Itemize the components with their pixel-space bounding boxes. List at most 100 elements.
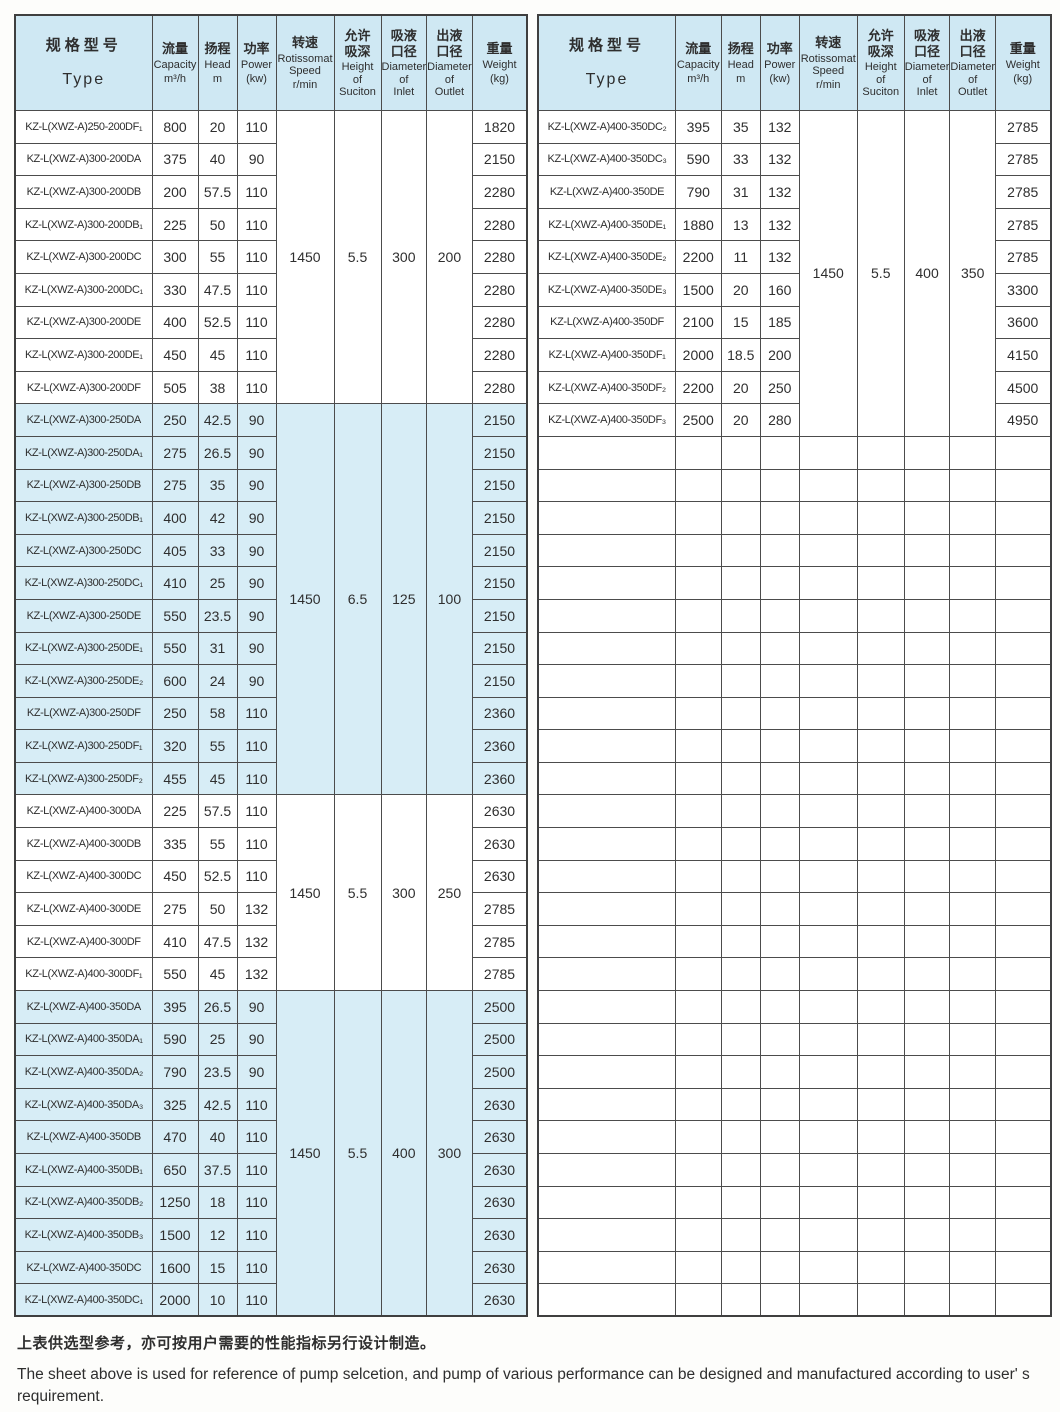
empty-cell (798, 664, 858, 698)
weight-cell: 3600 (995, 305, 1051, 340)
empty-cell (856, 1153, 905, 1187)
capacity-cell: 395 (674, 110, 722, 144)
type-cell: KZ-L(XWZ-A)300-250DB₁ (14, 501, 153, 535)
weight-cell: 2150 (471, 435, 528, 470)
weight-cell: 2150 (471, 533, 528, 568)
type-cell: KZ-L(XWZ-A)250-200DF₁ (14, 110, 153, 144)
table-row: KZ-L(XWZ-A)300-200DF 505 38 110 2280 (14, 370, 528, 405)
type-cell: KZ-L(XWZ-A)400-350DA₂ (14, 1055, 153, 1089)
column-header-power: 功率 Power (kw) (759, 14, 800, 111)
empty-cell (995, 631, 1051, 666)
type-cell: KZ-L(XWZ-A)400-350DC₃ (537, 142, 676, 177)
empty-cell (995, 924, 1051, 959)
empty-cell (759, 990, 800, 1024)
head-cell: 15 (197, 1250, 238, 1285)
empty-cell (759, 859, 800, 894)
empty-cell (798, 1022, 858, 1057)
weight-cell: 2280 (471, 370, 528, 405)
empty-cell (856, 729, 905, 763)
empty-cell (798, 761, 858, 796)
table-row: KZ-L(XWZ-A)400-350DB₁ 650 37.5 110 2630 (14, 1153, 528, 1187)
empty-cell (798, 957, 858, 992)
empty-cell (903, 1087, 951, 1122)
empty-cell (674, 631, 722, 666)
empty-cell (995, 892, 1051, 926)
capacity-cell: 505 (151, 370, 199, 405)
power-cell: 110 (236, 1250, 277, 1285)
power-cell: 132 (759, 240, 800, 274)
weight-cell: 2785 (471, 924, 528, 959)
empty-cell (674, 1120, 722, 1154)
column-header-weight: 重量 Weight (kg) (995, 14, 1051, 111)
empty-cell (537, 827, 676, 861)
head-cell: 31 (720, 175, 761, 209)
empty-cell (674, 1087, 722, 1122)
empty-cell (798, 696, 858, 731)
empty-cell (903, 533, 951, 568)
empty-cell (856, 1185, 905, 1220)
capacity-cell: 225 (151, 207, 199, 242)
head-cell: 25 (197, 1022, 238, 1057)
empty-cell (720, 957, 761, 992)
power-cell: 110 (236, 370, 277, 405)
weight-cell: 2150 (471, 566, 528, 600)
weight-cell: 2630 (471, 1087, 528, 1122)
empty-cell (759, 1153, 800, 1187)
pump-spec-table-right: 规格型号 Type 流量 Capacity m³/h 扬程 Head m 功率 Power (kw)… (537, 14, 1052, 1318)
suction-height-cell: 5.5 (333, 990, 382, 1317)
empty-cell (903, 566, 951, 600)
table-row: KZ-L(XWZ-A)400-350DA₁ 590 25 90 2500 (14, 1022, 528, 1057)
empty-cell (856, 1055, 905, 1089)
footer-note-chinese: 上表供选型参考，亦可按用户需要的性能指标另行设计制造。 (17, 1335, 436, 1352)
empty-cell (798, 468, 858, 503)
empty-cell (720, 1087, 761, 1122)
empty-cell (537, 957, 676, 992)
empty-cell (856, 924, 905, 959)
empty-cell (720, 533, 761, 568)
weight-cell: 2360 (471, 761, 528, 796)
empty-cell (949, 761, 996, 796)
capacity-cell: 550 (151, 598, 199, 633)
power-cell: 90 (236, 990, 277, 1024)
empty-row (537, 729, 1051, 763)
power-cell: 90 (236, 1022, 277, 1057)
power-cell: 110 (236, 1185, 277, 1220)
column-header-power: 功率 Power (kw) (236, 14, 277, 111)
empty-cell (856, 435, 905, 470)
empty-cell (856, 566, 905, 600)
empty-cell (903, 1055, 951, 1089)
empty-cell (720, 1055, 761, 1089)
empty-cell (856, 761, 905, 796)
table-row: KZ-L(XWZ-A)300-200DC₁ 330 47.5 110 2280 (14, 272, 528, 307)
column-header-inlet-diameter: 吸液 口径 Diameter of Inlet (903, 14, 951, 111)
empty-cell (674, 696, 722, 731)
inlet-diameter-cell: 400 (380, 990, 428, 1317)
empty-cell (759, 631, 800, 666)
capacity-cell: 650 (151, 1153, 199, 1187)
empty-cell (903, 696, 951, 731)
power-cell: 110 (236, 794, 277, 829)
empty-cell (720, 761, 761, 796)
capacity-cell: 470 (151, 1120, 199, 1154)
empty-cell (720, 859, 761, 894)
power-cell: 90 (236, 468, 277, 503)
empty-cell (537, 1250, 676, 1285)
table-row: KZ-L(XWZ-A)400-350DF₂ 2200 20 250 4500 (537, 370, 1051, 405)
empty-cell (674, 1185, 722, 1220)
empty-row (537, 664, 1051, 698)
empty-cell (995, 1087, 1051, 1122)
power-cell: 110 (236, 859, 277, 894)
empty-row (537, 1283, 1051, 1317)
power-cell: 110 (236, 175, 277, 209)
suction-height-cell: 5.5 (333, 794, 382, 992)
power-cell: 200 (759, 338, 800, 372)
empty-cell (674, 794, 722, 829)
weight-cell: 2630 (471, 1153, 528, 1187)
empty-cell (798, 1185, 858, 1220)
empty-cell (537, 1153, 676, 1187)
empty-cell (720, 598, 761, 633)
empty-cell (903, 631, 951, 666)
power-cell: 110 (236, 1087, 277, 1122)
head-cell: 23.5 (197, 598, 238, 633)
capacity-cell: 250 (151, 403, 199, 437)
